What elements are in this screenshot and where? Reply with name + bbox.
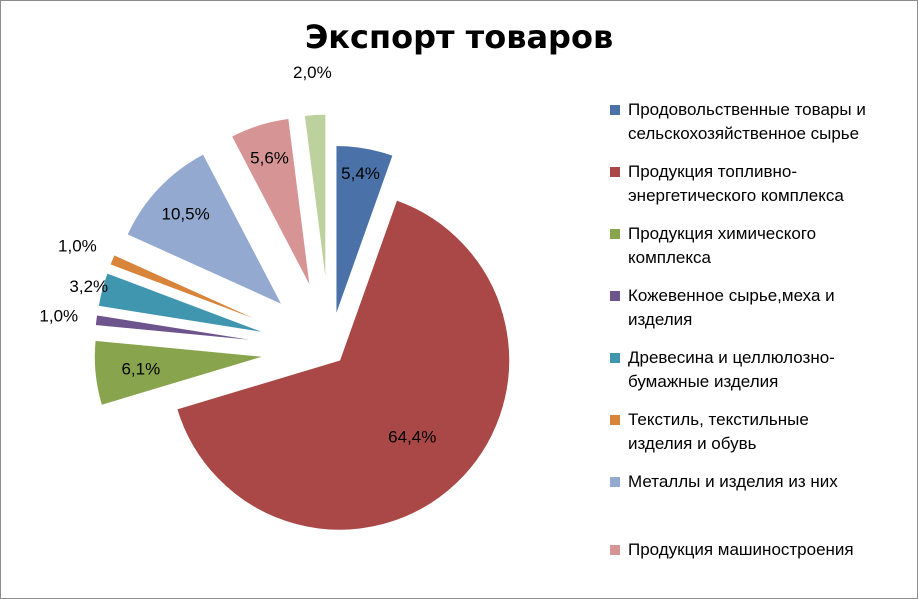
data-label: 2,0%	[293, 63, 332, 82]
legend-label: Кожевенное сырье,меха и	[628, 286, 835, 305]
pie-slice	[126, 153, 284, 306]
pie-slice	[109, 254, 270, 326]
data-label: 5,6%	[250, 148, 289, 167]
legend-label: Продукция машиностроения	[628, 540, 854, 559]
legend-entry: Продукция машиностроения	[606, 538, 906, 562]
legend-swatch	[610, 167, 620, 177]
legend-label: Металлы и изделия из них	[628, 472, 838, 491]
legend-entry: Продукция топливно-энергетического компл…	[606, 160, 906, 208]
legend-label: Продукция химического	[628, 224, 817, 243]
legend-label: изделия	[628, 310, 693, 329]
legend-label: комплекса	[628, 248, 711, 267]
chart-title: Экспорт товаров	[304, 18, 614, 56]
data-label: 64,4%	[388, 428, 436, 447]
pie-slice	[335, 145, 394, 316]
legend-entry: Кожевенное сырье,меха и изделия	[606, 284, 906, 332]
legend-entry: Продукция химического комплекса	[606, 222, 906, 270]
legend-swatch	[610, 415, 620, 425]
pie-slice	[303, 113, 327, 285]
data-label: 1,0%	[58, 236, 97, 255]
data-label: 3,2%	[69, 277, 108, 296]
legend-entry: Текстиль, текстильные изделия и обувь	[606, 408, 906, 456]
legend-entry: Продовольственные товары и сельскохозяйст…	[606, 98, 906, 146]
data-label: 1,0%	[39, 306, 78, 325]
legend-label: Древесина и целлюлозно-	[628, 348, 835, 367]
legend-label: Продовольственные товары и	[628, 100, 866, 119]
legend-swatch	[610, 353, 620, 363]
legend-label: изделия и обувь	[628, 434, 757, 453]
data-label: 5,4%	[341, 164, 380, 183]
legend-label: энергетического комплекса	[628, 186, 844, 205]
legend-label: Продукция топливно-	[628, 162, 797, 181]
data-label: 6,1%	[121, 360, 160, 379]
legend-swatch	[610, 229, 620, 239]
legend-label: Текстиль, текстильные	[628, 410, 809, 429]
legend-swatch	[610, 477, 620, 487]
legend-swatch	[610, 291, 620, 301]
pie-slice	[94, 314, 265, 343]
legend-swatch	[610, 545, 620, 555]
data-label: 10,5%	[162, 205, 210, 224]
legend-entry: Древесина и целлюлозно-бумажные изделия	[606, 346, 906, 394]
legend-label: бумажные изделия	[628, 372, 779, 391]
legend-label: сельскохозяйственное сырье	[628, 124, 860, 143]
pie-slice	[97, 272, 267, 334]
pie-slice	[230, 117, 311, 288]
pie-slice	[93, 339, 265, 406]
legend-entry: Металлы и изделия из них	[606, 470, 906, 494]
legend: Продовольственные товары и сельскохозяйст…	[606, 98, 906, 562]
pie-slice	[176, 199, 511, 531]
legend-swatch	[610, 105, 620, 115]
